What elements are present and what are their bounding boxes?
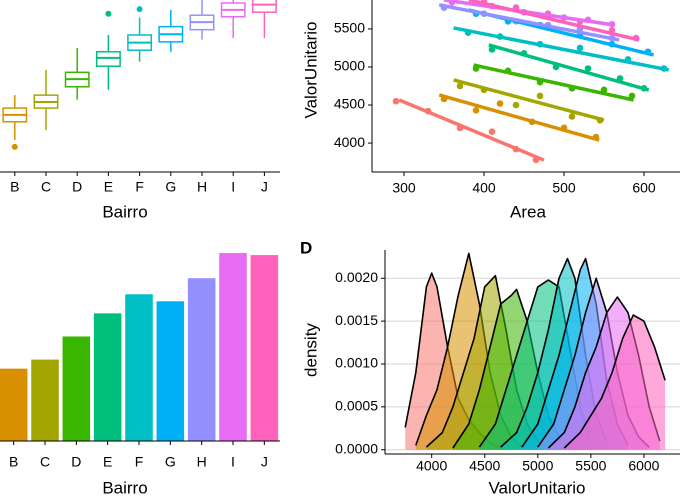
outlier xyxy=(105,10,112,17)
x-tick-label: 5500 xyxy=(575,458,606,474)
bar xyxy=(156,301,185,441)
x-tick-label: G xyxy=(165,179,176,195)
y-tick-label: 0.0000 xyxy=(335,440,378,456)
x-tick-label: 600 xyxy=(632,180,656,196)
density-fill xyxy=(564,315,666,450)
y-tick-label: 4500 xyxy=(334,96,365,112)
box xyxy=(95,51,121,67)
x-tick-label: F xyxy=(135,179,144,195)
fit-line xyxy=(438,93,600,142)
x-tick-label: 400 xyxy=(472,180,496,196)
x-tick-label: 500 xyxy=(552,180,576,196)
point xyxy=(512,101,520,109)
box xyxy=(251,0,277,13)
x-tick-label: C xyxy=(41,179,51,195)
fit-line xyxy=(453,78,605,122)
y-tick-label: 0.0010 xyxy=(335,355,378,371)
fit-line xyxy=(468,0,640,42)
bar xyxy=(250,255,279,441)
x-axis-title: Bairro xyxy=(102,202,147,221)
y-tick-label: 0.0020 xyxy=(335,269,378,285)
outlier xyxy=(136,6,143,13)
x-tick-label: D xyxy=(71,454,81,470)
x-tick-label: E xyxy=(103,454,112,470)
point xyxy=(472,107,480,114)
bar xyxy=(219,253,247,441)
fit-line xyxy=(453,26,670,72)
x-tick-label: F xyxy=(135,454,144,470)
point xyxy=(568,113,576,120)
point xyxy=(488,128,496,135)
bar xyxy=(62,336,91,441)
x-tick-label: E xyxy=(104,179,113,195)
point xyxy=(536,92,544,100)
fit-line xyxy=(488,43,650,92)
x-tick-label: I xyxy=(231,179,235,195)
bar xyxy=(187,278,216,441)
density-fill xyxy=(405,273,501,450)
x-tick-label: H xyxy=(197,179,207,195)
y-axis-title: ValorUnitario xyxy=(301,21,320,118)
y-axis-title: density xyxy=(301,323,320,377)
x-axis-title: Area xyxy=(510,202,546,221)
x-axis-title: Bairro xyxy=(102,478,147,497)
y-tick-label: 5500 xyxy=(334,20,365,36)
x-tick-label: B xyxy=(10,179,19,195)
density-line xyxy=(563,314,666,449)
x-tick-label: B xyxy=(9,454,18,470)
point xyxy=(496,100,504,107)
x-tick-label: J xyxy=(261,179,268,195)
x-tick-label: 300 xyxy=(392,180,416,196)
point xyxy=(576,44,584,52)
point xyxy=(456,82,464,90)
y-tick-label: 0.0005 xyxy=(335,398,378,414)
x-tick-label: 6000 xyxy=(628,458,659,474)
outlier xyxy=(11,143,18,150)
point xyxy=(584,65,592,72)
x-tick-label: G xyxy=(165,454,176,470)
panel-tag: D xyxy=(300,238,312,257)
x-tick-label: 5000 xyxy=(522,458,553,474)
x-tick-label: H xyxy=(197,454,207,470)
bar xyxy=(93,313,122,441)
bar xyxy=(0,368,28,441)
y-tick-label: 5000 xyxy=(334,58,365,74)
x-tick-label: D xyxy=(72,179,82,195)
bar xyxy=(125,294,153,441)
fit-line xyxy=(473,63,634,102)
x-axis-title: ValorUnitario xyxy=(488,478,585,497)
bar xyxy=(31,359,59,441)
x-tick-label: 4500 xyxy=(469,458,500,474)
x-tick-label: I xyxy=(231,454,235,470)
y-tick-label: 4000 xyxy=(334,134,365,150)
fit-line xyxy=(398,98,545,162)
x-tick-label: C xyxy=(40,454,50,470)
fit-line xyxy=(438,3,620,42)
x-tick-label: 4000 xyxy=(416,458,447,474)
x-tick-label: J xyxy=(261,454,268,470)
y-tick-label: 0.0015 xyxy=(335,312,378,328)
point xyxy=(392,97,400,105)
